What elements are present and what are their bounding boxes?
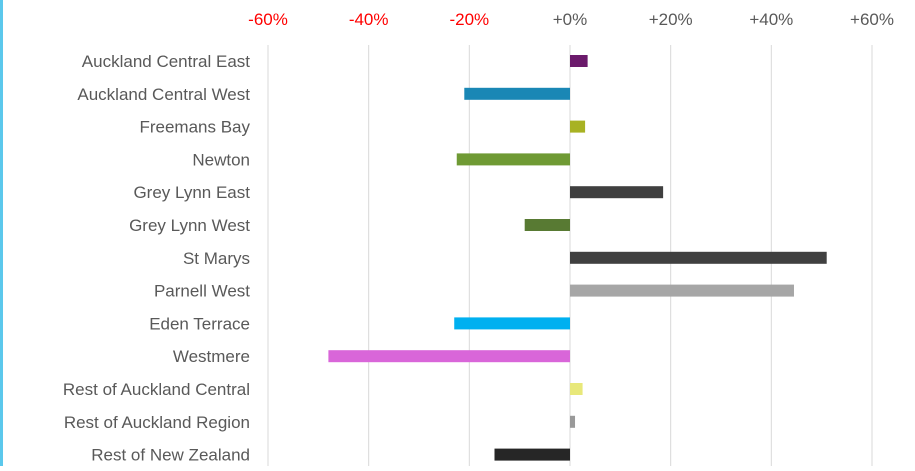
- category-label: Auckland Central East: [82, 52, 250, 71]
- x-tick-label: +40%: [749, 10, 793, 29]
- category-label: Rest of New Zealand: [91, 446, 250, 465]
- category-label: Westmere: [173, 347, 250, 366]
- bar: [570, 186, 664, 199]
- x-tick-label: +60%: [850, 10, 894, 29]
- x-tick-label: +20%: [649, 10, 693, 29]
- bars: [328, 55, 827, 461]
- category-label: St Marys: [183, 249, 250, 268]
- x-tick-label: +0%: [553, 10, 588, 29]
- bar: [570, 284, 794, 297]
- bar: [570, 120, 586, 133]
- x-tick-label: -40%: [349, 10, 389, 29]
- bar: [570, 383, 583, 395]
- category-label: Auckland Central West: [77, 85, 250, 104]
- category-label: Eden Terrace: [149, 314, 250, 333]
- bar: [328, 350, 570, 363]
- bar: [570, 251, 827, 264]
- bar: [464, 87, 570, 100]
- bar: [570, 415, 576, 428]
- category-label: Grey Lynn West: [129, 216, 250, 235]
- category-label: Rest of Auckland Central: [63, 380, 250, 399]
- bar: [524, 219, 570, 231]
- category-labels: Auckland Central East Auckland Central We…: [63, 52, 251, 465]
- category-label: Freemans Bay: [139, 118, 250, 137]
- category-label: Rest of Auckland Region: [64, 413, 250, 432]
- x-tick-label: -20%: [449, 10, 489, 29]
- bar: [570, 55, 588, 67]
- bar: [454, 317, 570, 330]
- category-label: Newton: [192, 150, 250, 169]
- bar: [494, 448, 570, 461]
- category-label: Parnell West: [154, 282, 250, 301]
- x-tick-label: -60%: [248, 10, 288, 29]
- category-label: Grey Lynn East: [133, 183, 250, 202]
- x-tick-labels: -60% -40% -20% +0% +20% +40% +60%: [248, 10, 894, 29]
- bar: [456, 153, 570, 166]
- left-accent-bar: [0, 0, 3, 466]
